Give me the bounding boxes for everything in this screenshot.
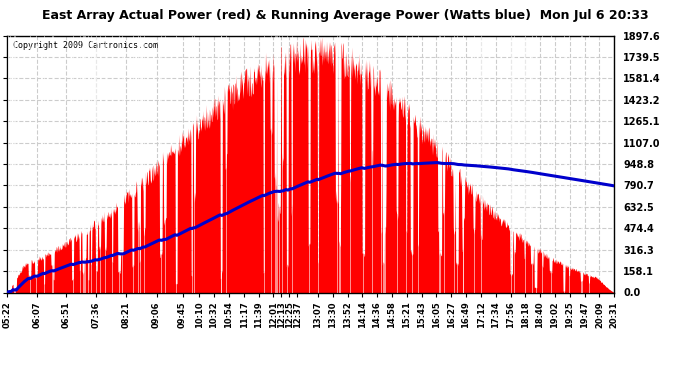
- Text: East Array Actual Power (red) & Running Average Power (Watts blue)  Mon Jul 6 20: East Array Actual Power (red) & Running …: [41, 9, 649, 22]
- Text: Copyright 2009 Cartronics.com: Copyright 2009 Cartronics.com: [13, 41, 158, 50]
